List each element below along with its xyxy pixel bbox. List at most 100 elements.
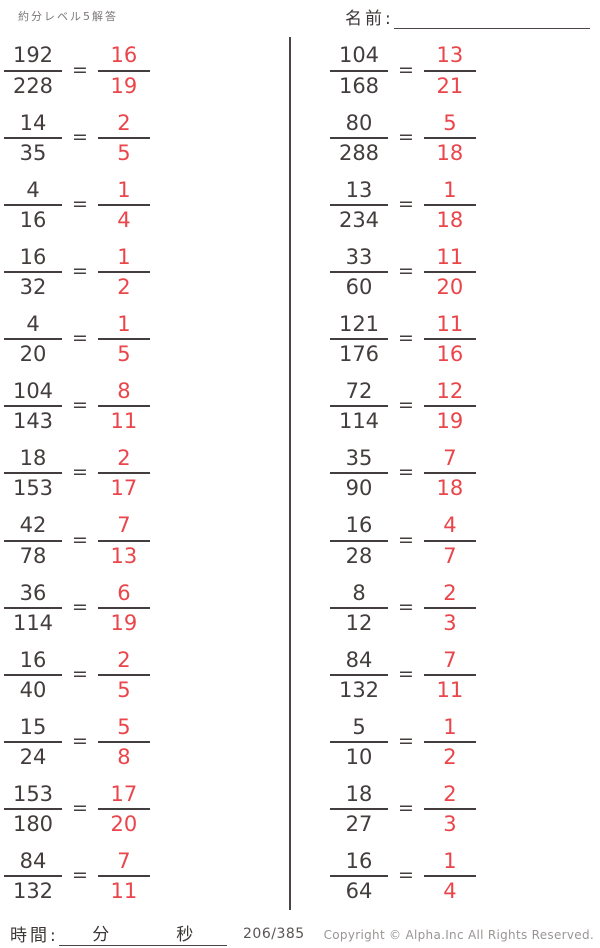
equals-sign: = <box>398 864 414 887</box>
problem-numerator: 42 <box>4 513 62 542</box>
answer-denominator: 11 <box>110 409 138 434</box>
answer-fraction: 1 2 <box>97 245 150 299</box>
problem-numerator: 36 <box>4 581 62 609</box>
answer-denominator: 17 <box>110 476 138 501</box>
problem-fraction: 80 288 <box>330 111 388 165</box>
problem-numerator: 18 <box>4 446 62 475</box>
problem-row: 16 28 = 4 7 <box>291 507 600 574</box>
problem-row: 192 228 = 16 19 <box>0 37 289 104</box>
time-label: 時間: <box>10 926 59 946</box>
answer-denominator: 4 <box>117 207 131 232</box>
minutes-label: 分 <box>92 925 110 945</box>
answer-numerator: 1 <box>423 178 476 206</box>
answer-denominator: 13 <box>110 543 138 568</box>
copyright-notice: Copyright © Alpha.Inc All Rights Reserve… <box>323 928 594 942</box>
problem-numerator: 80 <box>330 111 388 139</box>
answer-numerator: 7 <box>423 648 476 676</box>
answer-fraction: 2 3 <box>423 581 476 635</box>
problem-fraction: 121 176 <box>330 312 388 366</box>
answer-numerator: 1 <box>97 312 150 341</box>
problem-row: 16 40 = 2 5 <box>0 641 289 708</box>
problem-row: 13 234 = 1 18 <box>291 171 600 238</box>
problems-column-left: 192 228 = 16 19 14 35 = 2 5 4 16 = 1 4 <box>0 37 289 910</box>
answer-fraction: 1 5 <box>97 312 150 366</box>
problem-fraction: 42 78 <box>4 513 62 568</box>
problem-numerator: 104 <box>4 379 62 408</box>
name-label: 名前: <box>345 9 394 29</box>
answer-fraction: 6 19 <box>97 581 150 635</box>
problem-numerator: 16 <box>4 245 62 273</box>
problem-fraction: 16 32 <box>4 245 62 299</box>
problem-numerator: 33 <box>330 245 388 273</box>
problem-row: 4 20 = 1 5 <box>0 306 289 373</box>
problem-denominator: 24 <box>19 744 47 769</box>
name-underline <box>393 8 590 29</box>
problem-denominator: 114 <box>12 610 54 635</box>
problem-fraction: 192 228 <box>4 43 62 98</box>
problem-row: 16 64 = 1 4 <box>291 843 600 910</box>
answer-denominator: 20 <box>110 812 138 837</box>
page-title: 約分レベル5解答 <box>18 10 118 23</box>
answer-denominator: 19 <box>110 610 138 635</box>
equals-sign: = <box>72 864 88 887</box>
problem-numerator: 16 <box>4 648 62 676</box>
problem-denominator: 234 <box>338 207 380 232</box>
answer-numerator: 17 <box>97 782 150 811</box>
answer-denominator: 2 <box>443 744 457 769</box>
problem-row: 80 288 = 5 18 <box>291 104 600 171</box>
equals-sign: = <box>72 192 88 215</box>
equals-sign: = <box>398 461 414 484</box>
equals-sign: = <box>398 394 414 417</box>
problem-fraction: 14 35 <box>4 111 62 165</box>
footer: 時間: 分 秒 206/385 Copyright © Alpha.Inc Al… <box>0 916 600 948</box>
answer-fraction: 11 20 <box>423 245 476 299</box>
answer-numerator: 7 <box>423 446 476 475</box>
problem-row: 35 90 = 7 18 <box>291 440 600 507</box>
answer-fraction: 7 11 <box>423 648 476 702</box>
problem-numerator: 35 <box>330 446 388 475</box>
equals-sign: = <box>398 528 414 551</box>
problem-fraction: 33 60 <box>330 245 388 299</box>
answer-numerator: 12 <box>423 379 476 408</box>
answer-denominator: 11 <box>436 677 464 702</box>
answer-denominator: 19 <box>436 409 464 434</box>
answer-fraction: 2 17 <box>97 446 150 501</box>
equals-sign: = <box>72 528 88 551</box>
answer-fraction: 7 11 <box>97 849 150 904</box>
answer-fraction: 2 3 <box>423 782 476 836</box>
answer-numerator: 1 <box>97 245 150 273</box>
answer-denominator: 16 <box>436 342 464 367</box>
equals-sign: = <box>72 797 88 820</box>
answer-numerator: 2 <box>423 581 476 609</box>
problem-fraction: 104 168 <box>330 43 388 98</box>
problem-denominator: 168 <box>338 73 380 98</box>
equals-sign: = <box>72 461 88 484</box>
answer-denominator: 18 <box>436 476 464 501</box>
problem-numerator: 84 <box>330 648 388 676</box>
answer-numerator: 2 <box>97 111 150 139</box>
problem-row: 84 132 = 7 11 <box>291 641 600 708</box>
answer-denominator: 21 <box>436 73 464 98</box>
equals-sign: = <box>72 125 88 148</box>
problem-fraction: 15 24 <box>4 715 62 769</box>
answer-numerator: 16 <box>97 43 150 72</box>
answer-denominator: 8 <box>117 744 131 769</box>
answer-denominator: 19 <box>110 73 138 98</box>
answer-fraction: 12 19 <box>423 379 476 434</box>
problem-fraction: 104 143 <box>4 379 62 433</box>
equals-sign: = <box>398 259 414 282</box>
problem-fraction: 16 64 <box>330 849 388 903</box>
answer-numerator: 7 <box>97 513 150 542</box>
answer-numerator: 4 <box>423 513 476 542</box>
answer-numerator: 6 <box>97 581 150 609</box>
problems-column-right: 104 168 = 13 21 80 288 = 5 18 13 234 = 1… <box>291 37 600 910</box>
answer-numerator: 11 <box>423 312 476 341</box>
answer-denominator: 18 <box>436 140 464 165</box>
problem-row: 42 78 = 7 13 <box>0 507 289 574</box>
problem-row: 104 143 = 8 11 <box>0 373 289 440</box>
problem-numerator: 5 <box>330 715 388 743</box>
problem-row: 104 168 = 13 21 <box>291 37 600 104</box>
answer-denominator: 11 <box>110 879 138 904</box>
page-number: 206/385 <box>243 926 305 942</box>
answer-fraction: 7 13 <box>97 513 150 568</box>
